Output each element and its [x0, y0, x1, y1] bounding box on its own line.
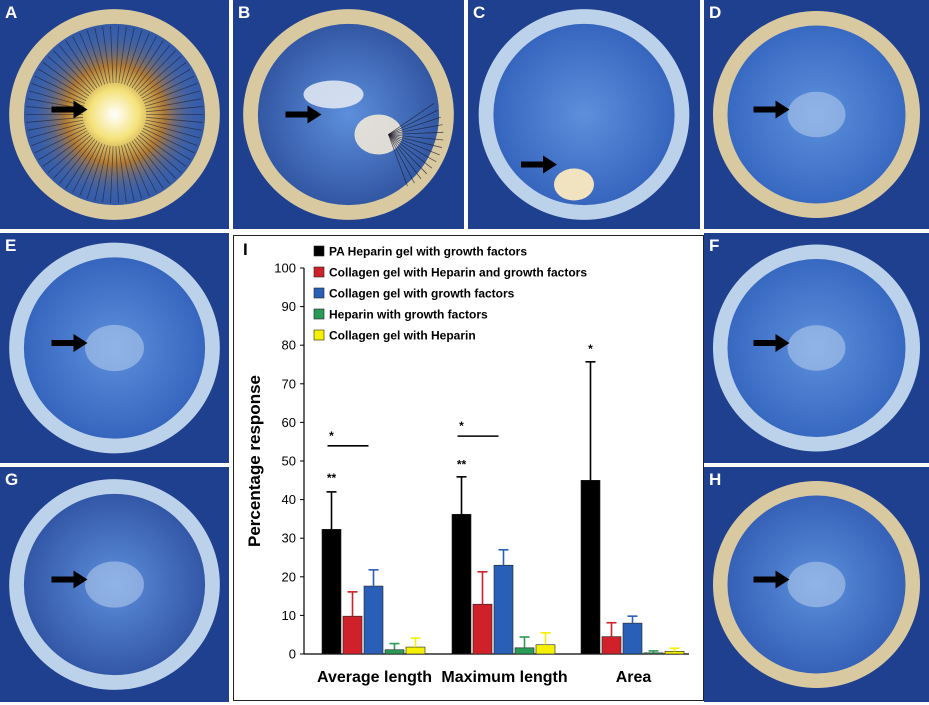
- panel-label: C: [473, 3, 486, 22]
- implant: [85, 561, 144, 608]
- arrow-icon: [51, 334, 88, 352]
- significance-marker: **: [327, 471, 337, 485]
- significance-marker: *: [459, 419, 464, 433]
- legend-swatch: [313, 266, 325, 278]
- cornea: [727, 495, 906, 674]
- eye-photo-g: [0, 467, 229, 702]
- bar: [493, 564, 514, 655]
- significance-marker: *: [329, 429, 334, 443]
- legend-swatch: [313, 287, 325, 299]
- y-tick-label: 10: [282, 608, 296, 623]
- panel-label: D: [709, 3, 722, 22]
- legend-label: Heparin with growth factors: [329, 308, 488, 322]
- arrow-icon: [753, 334, 790, 352]
- x-category-label: Maximum length: [441, 669, 567, 686]
- y-tick-label: 90: [282, 299, 296, 314]
- eye-photo-c: [468, 0, 700, 229]
- panel-label: F: [709, 236, 720, 255]
- legend-swatch: [313, 308, 325, 320]
- y-tick-label: 30: [282, 531, 296, 546]
- bar: [514, 647, 535, 655]
- y-axis-label: Percentage response: [245, 375, 264, 547]
- arrow-icon: [753, 100, 790, 119]
- legend-swatch: [313, 329, 325, 341]
- bar: [321, 529, 342, 655]
- bar: [472, 603, 493, 655]
- legend-label: PA Heparin gel with growth factors: [329, 245, 527, 259]
- eye-photo-b: [233, 0, 464, 229]
- panel-label: H: [709, 470, 722, 489]
- bar: [451, 513, 472, 655]
- bar: [342, 615, 363, 655]
- panel-label: E: [5, 236, 17, 255]
- eye-photo-e: [0, 233, 229, 463]
- legend-label: Collagen gel with Heparin and growth fac…: [329, 266, 587, 280]
- cornea: [23, 257, 206, 439]
- y-tick-label: 0: [289, 647, 296, 662]
- panel-label: G: [5, 470, 19, 489]
- photo-panel-f: F: [704, 233, 929, 463]
- legend-label: Collagen gel with growth factors: [329, 287, 515, 301]
- legend-label: Collagen gel with Heparin: [329, 329, 476, 343]
- eye-photo-d: [704, 0, 929, 229]
- arrow-icon: [521, 155, 557, 174]
- bar: [643, 652, 664, 655]
- chart-panel-i: I 0 10 20 30 40 50 60 70 80 90 100 Percentage respon…: [233, 235, 704, 701]
- bar: [580, 480, 601, 655]
- y-tick-label: 80: [282, 338, 296, 353]
- photo-panel-h: H: [704, 467, 929, 702]
- implant: [787, 325, 846, 371]
- y-tick-label: 60: [282, 415, 296, 430]
- cornea: [23, 493, 206, 676]
- arrow-icon: [753, 570, 790, 589]
- bar: [405, 646, 426, 655]
- eye-photo-f: [704, 233, 929, 463]
- bar: [535, 644, 556, 655]
- implant: [303, 80, 364, 109]
- implant: [787, 91, 846, 138]
- panel-label: B: [238, 3, 251, 22]
- photo-panel-e: E: [0, 233, 229, 463]
- bar: [622, 622, 643, 655]
- photo-panel-b: B: [233, 0, 464, 229]
- y-tick-label: 70: [282, 376, 296, 391]
- cornea: [727, 25, 906, 204]
- y-tick-label: 100: [274, 261, 296, 276]
- cornea: [257, 23, 440, 206]
- photo-panel-d: D: [704, 0, 929, 229]
- photo-panel-g: G: [0, 467, 229, 702]
- implant: [85, 324, 144, 372]
- y-tick-label: 20: [282, 569, 296, 584]
- bar-chart: I 0 10 20 30 40 50 60 70 80 90 100 Percentage respon…: [243, 240, 689, 686]
- y-tick-label: 40: [282, 492, 296, 507]
- implant: [787, 561, 846, 608]
- legend-swatch: [313, 245, 325, 257]
- arrow-icon: [51, 570, 88, 589]
- cornea: [727, 258, 906, 438]
- arrow-icon: [285, 105, 322, 124]
- x-category-label: Average length: [317, 669, 432, 686]
- photo-panel-a: A: [0, 0, 229, 229]
- significance-marker: *: [588, 342, 593, 356]
- bar: [601, 636, 622, 655]
- cornea: [493, 23, 675, 206]
- x-category-label: Area: [616, 669, 652, 686]
- panel-label: I: [243, 240, 248, 259]
- bar: [664, 650, 685, 655]
- arrow-icon: [51, 100, 88, 119]
- eye-photo-a: [0, 0, 229, 229]
- implant: [354, 114, 403, 155]
- eye-photo-h: [704, 467, 929, 702]
- bar: [363, 585, 384, 655]
- vascular-growth: [32, 32, 197, 197]
- significance-marker: **: [457, 458, 467, 472]
- panel-label: A: [5, 3, 18, 22]
- y-tick-label: 50: [282, 454, 296, 469]
- bar: [384, 649, 405, 655]
- implant: [554, 168, 594, 201]
- photo-panel-c: C: [468, 0, 700, 229]
